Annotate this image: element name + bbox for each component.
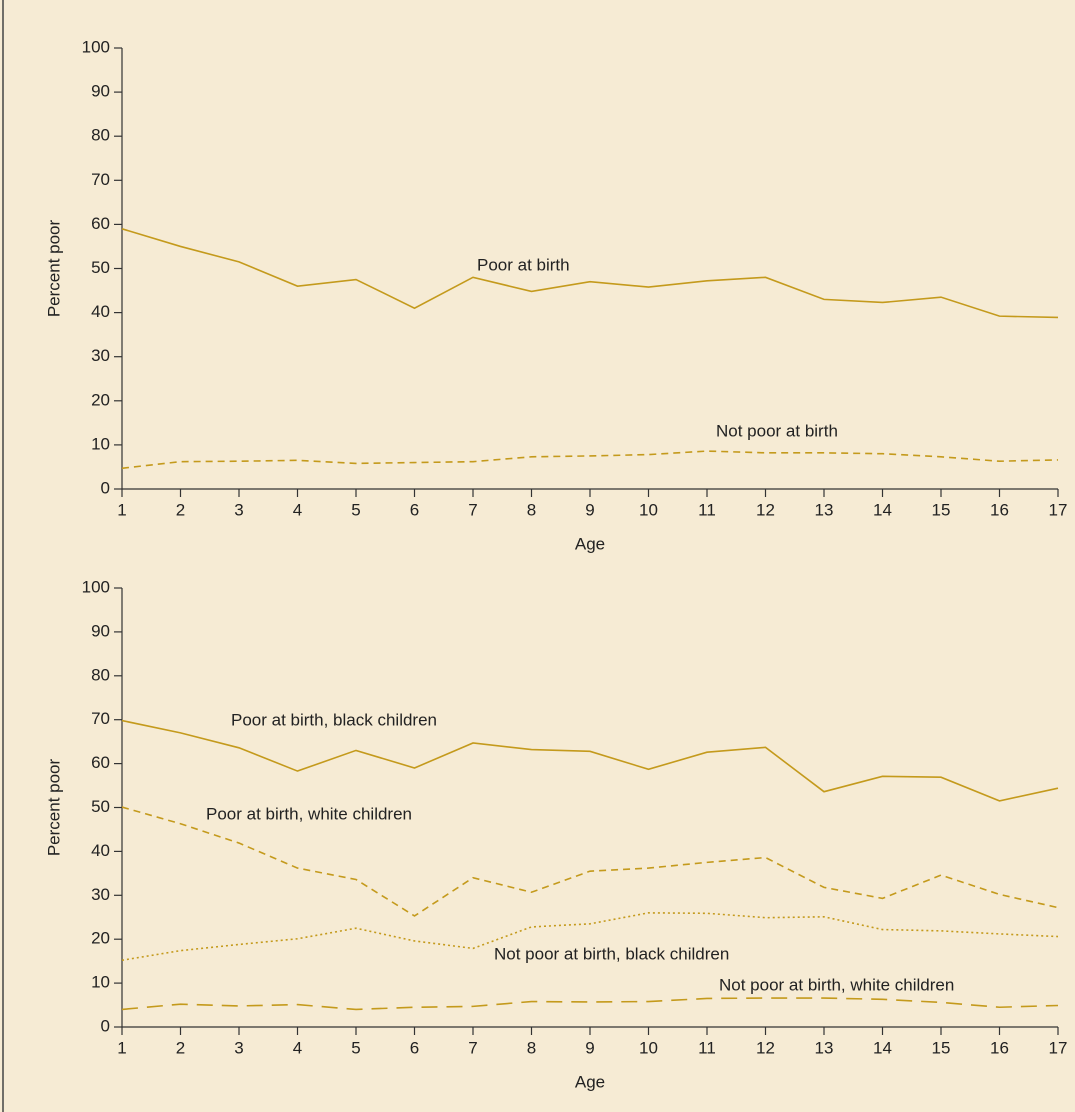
x-tick-label: 14 [873, 500, 892, 519]
x-tick-label: 5 [351, 1038, 360, 1057]
x-axis-label: Age [575, 534, 605, 553]
y-tick-label: 100 [82, 577, 110, 596]
series-label: Poor at birth, black children [231, 710, 437, 729]
x-tick-label: 4 [293, 1038, 302, 1057]
x-tick-label: 4 [293, 500, 302, 519]
x-tick-label: 9 [585, 1038, 594, 1057]
x-tick-label: 10 [639, 1038, 658, 1057]
x-axis-label: Age [575, 1072, 605, 1091]
series-label: Not poor at birth, black children [494, 944, 729, 963]
x-tick-label: 14 [873, 1038, 892, 1057]
series-label: Not poor at birth, white children [719, 975, 954, 994]
x-tick-label: 6 [410, 500, 419, 519]
x-tick-label: 7 [468, 500, 477, 519]
y-tick-label: 10 [91, 973, 110, 992]
y-tick-label: 40 [91, 302, 110, 321]
x-tick-label: 17 [1049, 500, 1068, 519]
y-tick-label: 50 [91, 797, 110, 816]
y-axis-label: Percent poor [44, 219, 63, 317]
x-tick-label: 3 [234, 1038, 243, 1057]
x-tick-label: 13 [815, 1038, 834, 1057]
x-tick-label: 11 [698, 1038, 716, 1057]
y-tick-label: 0 [101, 1016, 110, 1035]
x-tick-label: 12 [756, 500, 775, 519]
x-tick-label: 15 [932, 500, 951, 519]
series-label: Not poor at birth [716, 421, 838, 440]
y-tick-label: 40 [91, 841, 110, 860]
y-axis-label: Percent poor [44, 758, 63, 856]
data-line [121, 912, 1059, 962]
x-tick-label: 11 [698, 500, 716, 519]
x-tick-label: 16 [990, 1038, 1009, 1057]
x-tick-label: 3 [234, 500, 243, 519]
y-tick-label: 60 [91, 753, 110, 772]
y-tick-label: 10 [91, 434, 110, 453]
x-tick-label: 5 [351, 500, 360, 519]
y-tick-label: 20 [91, 390, 110, 409]
y-tick-label: 90 [91, 82, 110, 101]
data-line [121, 228, 1059, 319]
x-tick-label: 12 [756, 1038, 775, 1057]
x-tick-label: 16 [990, 500, 1009, 519]
x-tick-label: 8 [527, 500, 536, 519]
x-tick-label: 6 [410, 1038, 419, 1057]
x-tick-label: 10 [639, 500, 658, 519]
y-tick-label: 70 [91, 170, 110, 189]
y-tick-label: 100 [82, 37, 110, 56]
y-tick-label: 90 [91, 621, 110, 640]
series-label: Poor at birth [477, 255, 570, 274]
x-tick-label: 1 [117, 1038, 126, 1057]
x-tick-label: 15 [932, 1038, 951, 1057]
x-tick-label: 2 [176, 1038, 185, 1057]
x-tick-label: 9 [585, 500, 594, 519]
data-line [121, 450, 1059, 470]
y-tick-label: 30 [91, 346, 110, 365]
y-tick-label: 80 [91, 126, 110, 145]
x-tick-label: 7 [468, 1038, 477, 1057]
x-tick-label: 13 [815, 500, 834, 519]
data-line [121, 997, 1059, 1011]
x-tick-label: 17 [1049, 1038, 1068, 1057]
y-tick-label: 30 [91, 885, 110, 904]
y-tick-label: 0 [101, 478, 110, 497]
x-tick-label: 1 [117, 500, 126, 519]
y-tick-label: 70 [91, 709, 110, 728]
data-line [121, 719, 1059, 802]
y-tick-label: 50 [91, 258, 110, 277]
x-tick-label: 2 [176, 500, 185, 519]
y-tick-label: 60 [91, 214, 110, 233]
y-tick-label: 20 [91, 929, 110, 948]
y-tick-label: 80 [91, 665, 110, 684]
data-line [121, 806, 1059, 917]
x-tick-label: 8 [527, 1038, 536, 1057]
series-label: Poor at birth, white children [206, 804, 412, 823]
